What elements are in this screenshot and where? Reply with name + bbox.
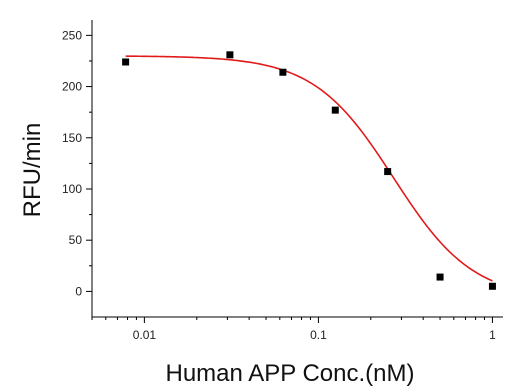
y-tick-label: 50 — [69, 233, 83, 247]
data-point — [436, 273, 444, 281]
x-tick-label: 0.01 — [133, 328, 157, 342]
x-ticks: 0.01 0.1 1 — [91, 317, 496, 342]
y-ticks: 0 50 100 150 200 250 — [62, 28, 92, 298]
x-axis-title: Human APP Conc.(nM) — [166, 360, 415, 387]
data-point — [279, 68, 287, 76]
fitted-curve-layer — [125, 55, 493, 282]
y-tick-label: 0 — [75, 284, 82, 298]
data-point — [488, 282, 496, 290]
data-point — [331, 106, 339, 114]
y-tick-label: 200 — [62, 80, 82, 94]
axes — [91, 20, 503, 318]
y-axis-title: RFU/min — [19, 123, 46, 218]
y-tick-label: 250 — [62, 28, 82, 42]
y-tick-label: 100 — [62, 182, 82, 196]
data-points-layer — [122, 51, 496, 290]
x-tick-label: 0.1 — [310, 328, 327, 342]
data-point — [226, 51, 234, 59]
y-tick-label: 150 — [62, 131, 82, 145]
data-point — [384, 168, 392, 176]
x-tick-label: 1 — [489, 328, 496, 342]
fitted-curve — [125, 55, 493, 282]
data-point — [122, 58, 130, 66]
